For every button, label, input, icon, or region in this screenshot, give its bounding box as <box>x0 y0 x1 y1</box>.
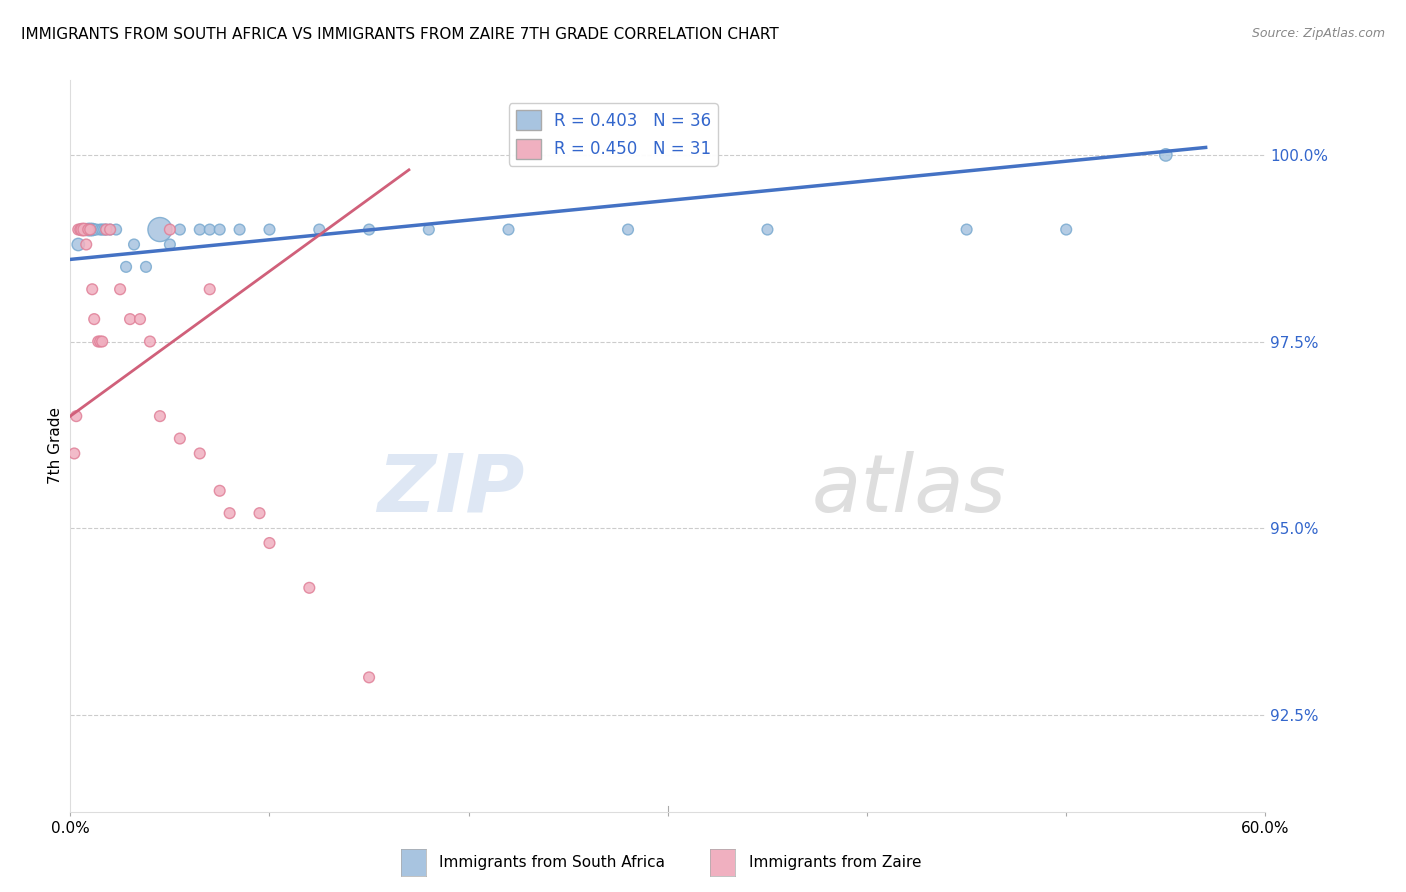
Text: Immigrants from South Africa: Immigrants from South Africa <box>439 855 665 870</box>
Point <box>75 222 97 236</box>
Point <box>129 312 152 326</box>
Point <box>169 222 191 236</box>
Point <box>259 536 281 550</box>
Point <box>418 222 440 236</box>
Point <box>82 282 104 296</box>
Point <box>70 222 93 236</box>
Text: atlas: atlas <box>811 450 1007 529</box>
Point <box>75 237 97 252</box>
Point <box>105 222 128 236</box>
Point <box>69 222 91 236</box>
Point <box>1054 222 1077 236</box>
Point <box>83 222 105 236</box>
Point <box>359 222 381 236</box>
Point <box>198 222 221 236</box>
Point <box>169 432 191 446</box>
Point <box>188 222 211 236</box>
Point <box>67 222 90 236</box>
Point <box>98 222 121 236</box>
Legend: R = 0.403   N = 36, R = 0.450   N = 31: R = 0.403 N = 36, R = 0.450 N = 31 <box>509 103 717 166</box>
Point <box>91 334 114 349</box>
Point <box>756 222 779 236</box>
Point <box>91 222 114 236</box>
Point <box>77 222 100 236</box>
Point <box>83 312 105 326</box>
Point <box>122 237 145 252</box>
Point <box>617 222 640 236</box>
Point <box>82 222 104 236</box>
Point <box>249 506 271 520</box>
Point <box>188 446 211 460</box>
Point <box>108 282 131 296</box>
Point <box>298 581 321 595</box>
Point <box>79 222 101 236</box>
Point <box>63 446 86 460</box>
Point <box>159 237 181 252</box>
Point <box>79 222 101 236</box>
Point <box>198 282 221 296</box>
Point <box>67 237 90 252</box>
Point <box>77 222 100 236</box>
Point <box>149 222 172 236</box>
Point <box>96 222 118 236</box>
Point <box>139 334 162 349</box>
Point <box>93 222 115 236</box>
Point <box>149 409 172 424</box>
Point <box>98 222 121 236</box>
Point <box>956 222 979 236</box>
Point <box>498 222 520 236</box>
Point <box>259 222 281 236</box>
Point <box>228 222 250 236</box>
Point <box>135 260 157 274</box>
Point <box>218 506 240 520</box>
Point <box>87 334 110 349</box>
Point <box>96 222 118 236</box>
Point <box>65 409 87 424</box>
Point <box>69 222 91 236</box>
Text: Source: ZipAtlas.com: Source: ZipAtlas.com <box>1251 27 1385 40</box>
Point <box>308 222 330 236</box>
Point <box>120 312 141 326</box>
Point <box>89 222 111 236</box>
Point <box>208 222 231 236</box>
Point <box>1154 148 1177 162</box>
Text: Immigrants from Zaire: Immigrants from Zaire <box>749 855 922 870</box>
Point <box>208 483 231 498</box>
Point <box>73 222 96 236</box>
Text: IMMIGRANTS FROM SOUTH AFRICA VS IMMIGRANTS FROM ZAIRE 7TH GRADE CORRELATION CHAR: IMMIGRANTS FROM SOUTH AFRICA VS IMMIGRAN… <box>21 27 779 42</box>
Point <box>115 260 138 274</box>
Y-axis label: 7th Grade: 7th Grade <box>48 408 63 484</box>
Text: ZIP: ZIP <box>377 450 524 529</box>
Point <box>359 670 381 684</box>
Point <box>70 222 93 236</box>
Point <box>73 222 96 236</box>
Point <box>89 334 111 349</box>
Point <box>159 222 181 236</box>
Point <box>84 222 107 236</box>
